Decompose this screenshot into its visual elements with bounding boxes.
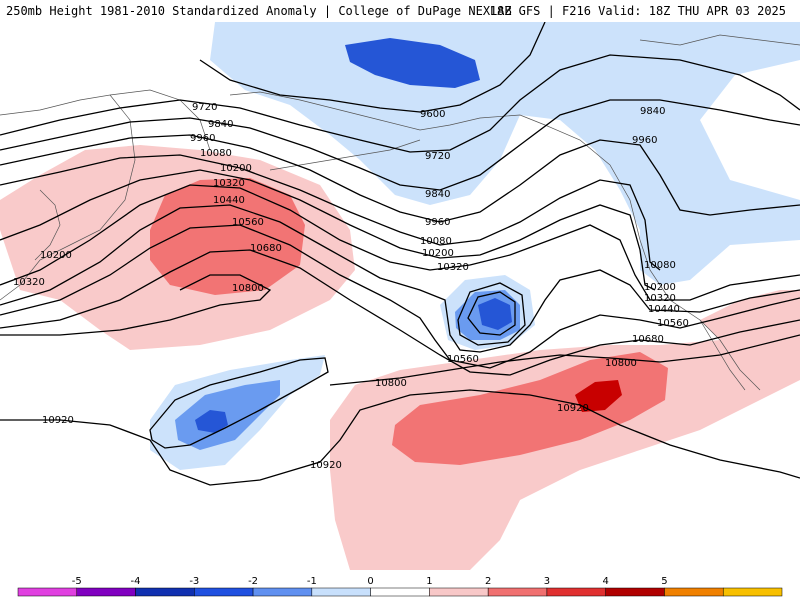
anomaly-map: 9600 9720 9720 9840 9840 9840 9960 9960 … bbox=[0, 22, 800, 570]
contour-9840 bbox=[0, 99, 800, 191]
colorbar-segment bbox=[429, 587, 489, 597]
asia-coastline bbox=[0, 94, 136, 301]
contour-10080 bbox=[0, 154, 661, 271]
label-10080-mid: 10080 bbox=[420, 236, 452, 247]
colorbar-segment bbox=[487, 587, 548, 597]
japan-islands bbox=[34, 189, 61, 261]
alaska-negative-anomaly bbox=[210, 22, 800, 285]
label-10440-east: 10440 bbox=[648, 304, 680, 315]
colorbar-tick-label: -4 bbox=[131, 576, 141, 587]
westpacific-negative-inner bbox=[175, 380, 280, 450]
negative-anomaly-layer bbox=[150, 22, 800, 470]
positive-anomaly-layer bbox=[0, 145, 800, 570]
colorbar-tick-label: -3 bbox=[189, 576, 199, 587]
label-10800-mid: 10800 bbox=[375, 378, 407, 389]
label-10320-mid: 10320 bbox=[213, 178, 245, 189]
hawaii-positive-inner bbox=[392, 352, 668, 465]
label-9960-mid: 9960 bbox=[425, 217, 450, 228]
label-9960-east: 9960 bbox=[632, 135, 657, 146]
alaska-coastline bbox=[229, 91, 546, 131]
contour-10440 bbox=[0, 204, 800, 353]
colorbar-segment bbox=[76, 587, 136, 597]
colorbar-tick-label: -5 bbox=[72, 576, 82, 587]
label-10920-east: 10920 bbox=[557, 403, 589, 414]
westpacific-negative-core bbox=[195, 410, 228, 433]
label-10800-east: 10800 bbox=[605, 358, 637, 369]
colorbar-tick-label: 1 bbox=[426, 576, 432, 587]
colorbar-tick-label: 0 bbox=[367, 576, 373, 587]
label-10920-west: 10920 bbox=[42, 415, 74, 426]
colorbar-segment bbox=[135, 587, 195, 597]
color-scale-legend: -5 -4 -3 -2 -1 0 1 2 3 4 5 bbox=[0, 572, 800, 600]
contour-10200 bbox=[0, 169, 656, 291]
hawaii-positive-core bbox=[575, 380, 622, 412]
label-10800-west: 10800 bbox=[232, 283, 264, 294]
contour-10800-loop bbox=[149, 357, 329, 449]
label-10080-west: 10080 bbox=[200, 148, 232, 159]
colorbar-tick-label: 5 bbox=[661, 576, 667, 587]
map-panel: 9600 9720 9720 9840 9840 9840 9960 9960 … bbox=[0, 22, 800, 570]
colorbar-tick-label: -1 bbox=[307, 576, 317, 587]
canada-arctic-coastline bbox=[639, 34, 800, 46]
label-10320-mid2: 10320 bbox=[437, 262, 469, 273]
contour-10320 bbox=[0, 184, 800, 301]
colorbar-segment bbox=[722, 587, 783, 597]
label-10560-east: 10560 bbox=[657, 318, 689, 329]
label-9840-east: 9840 bbox=[640, 106, 665, 117]
label-9840-west: 9840 bbox=[208, 119, 233, 130]
north-america-coastline bbox=[544, 124, 761, 391]
header: 250mb Height 1981-2010 Standardized Anom… bbox=[0, 0, 800, 22]
label-9720-east: 9720 bbox=[425, 151, 450, 162]
label-10440-west: 10440 bbox=[213, 195, 245, 206]
label-10920-mid: 10920 bbox=[310, 460, 342, 471]
label-10200-mid2: 10200 bbox=[422, 248, 454, 259]
label-10200-west: 10200 bbox=[40, 250, 72, 261]
colorbar-segment bbox=[252, 587, 313, 597]
midpacific-low-ring bbox=[467, 291, 516, 336]
contour-10560 bbox=[0, 224, 800, 369]
baja-coastline bbox=[699, 319, 746, 391]
colorbar-segment bbox=[311, 587, 371, 597]
contour-9600 bbox=[199, 22, 546, 113]
contour-10800 bbox=[0, 274, 800, 386]
map-title: 250mb Height 1981-2010 Standardized Anom… bbox=[6, 4, 512, 18]
label-10320-east: 10320 bbox=[644, 293, 676, 304]
label-10200-east: 10200 bbox=[644, 282, 676, 293]
contour-9960 bbox=[0, 134, 800, 223]
label-10320-west: 10320 bbox=[13, 277, 45, 288]
label-10560-west: 10560 bbox=[232, 217, 264, 228]
label-10080-east: 10080 bbox=[644, 260, 676, 271]
colorbar-segment bbox=[370, 587, 430, 597]
colorbar-segment bbox=[194, 587, 254, 597]
colorbar-segment bbox=[17, 587, 78, 597]
colorbar: -5 -4 -3 -2 -1 0 1 2 3 4 5 bbox=[17, 576, 783, 597]
colorbar-segment bbox=[605, 587, 665, 597]
label-9960-west: 9960 bbox=[190, 133, 215, 144]
contour-9720 bbox=[0, 54, 800, 153]
midpacific-low-ring-outer bbox=[457, 282, 526, 346]
colorbar-tick-label: -2 bbox=[248, 576, 258, 587]
label-9720-west: 9720 bbox=[192, 102, 217, 113]
label-10680-west: 10680 bbox=[250, 243, 282, 254]
contour-labels: 9600 9720 9720 9840 9840 9840 9960 9960 … bbox=[13, 102, 689, 471]
label-10200-mid: 10200 bbox=[220, 163, 252, 174]
height-contours bbox=[0, 22, 800, 486]
label-10560-mid: 10560 bbox=[447, 354, 479, 365]
colorbar-tick-label: 3 bbox=[544, 576, 550, 587]
colorbar-tick-label: 2 bbox=[485, 576, 491, 587]
colorbar-tick-label: 4 bbox=[603, 576, 609, 587]
coastlines bbox=[0, 34, 800, 391]
model-run-info: 18Z GFS | F216 Valid: 18Z THU APR 03 202… bbox=[489, 4, 786, 18]
alaska-negative-core bbox=[345, 38, 480, 88]
contour-10920 bbox=[0, 389, 800, 486]
midpacific-negative-core bbox=[478, 298, 512, 330]
colorbar-segment bbox=[546, 587, 606, 597]
label-9600: 9600 bbox=[420, 109, 445, 120]
label-10680-east: 10680 bbox=[632, 334, 664, 345]
contour-10680 bbox=[0, 249, 800, 376]
colorbar-segment bbox=[664, 587, 724, 597]
label-9840-mid: 9840 bbox=[425, 189, 450, 200]
